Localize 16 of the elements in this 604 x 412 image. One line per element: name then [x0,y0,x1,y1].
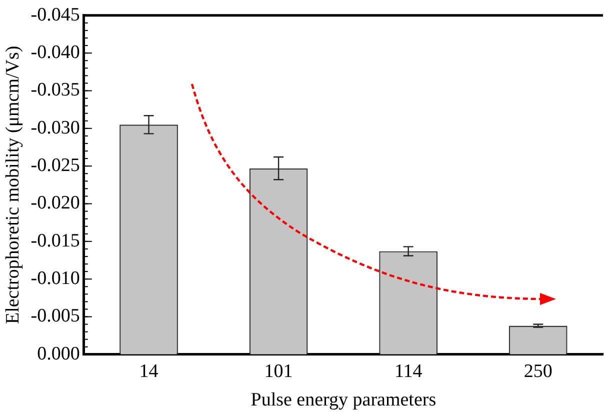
x-axis-title: Pulse energy parameters [250,390,436,411]
x-tick-label: 250 [524,360,552,382]
y-tick-label: -0.045 [30,4,80,26]
y-tick-label: -0.035 [30,80,80,101]
y-tick-label: -0.020 [30,192,80,214]
y-tick-label: -0.025 [30,155,80,176]
y-tick-label: -0.030 [30,117,80,138]
x-tick-label: 101 [264,360,293,382]
y-tick-label: -0.015 [30,230,80,252]
x-tick-label: 14 [139,360,159,382]
y-tick-label: 0.000 [37,343,80,364]
y-tick-label: -0.005 [30,306,80,327]
y-axis-title: Electrophoretic mobility (μmcm/Vs) [2,46,24,324]
y-tick-label: -0.010 [30,268,80,290]
y-tick-label: -0.040 [30,42,80,64]
x-tick-label: 114 [394,360,423,382]
